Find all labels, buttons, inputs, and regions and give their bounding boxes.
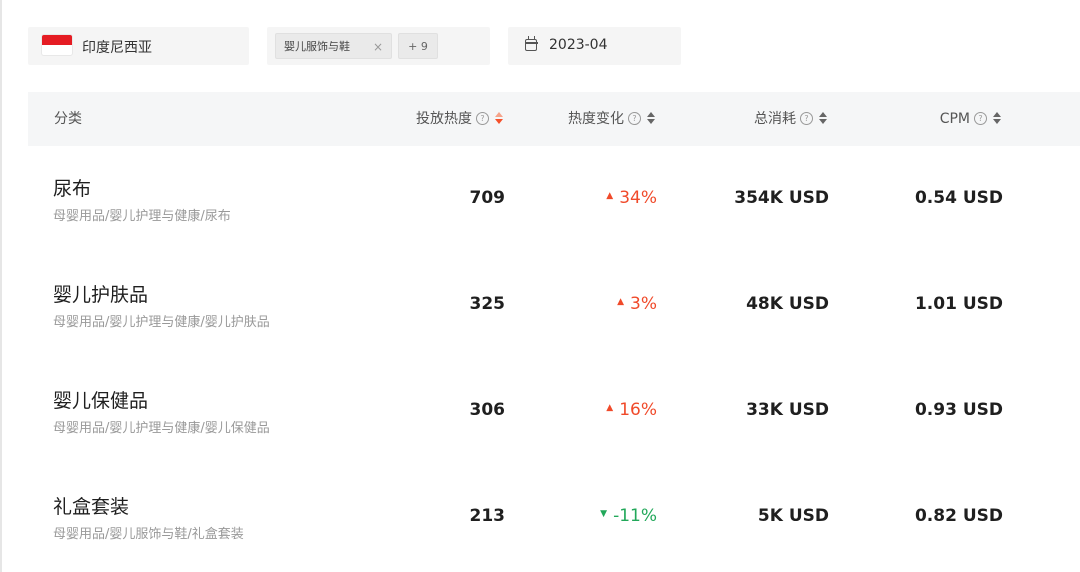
category-name: 礼盒套装 [53,496,130,518]
category-tag-label: 婴儿服饰与鞋 [284,40,350,53]
left-border [0,0,2,572]
category-path: 母婴用品/婴儿护理与健康/婴儿保健品 [53,421,270,436]
more-tags-badge[interactable]: + 9 [398,33,438,59]
change-value: ▲ 34% [606,188,657,208]
header-hotness[interactable]: 投放热度? [416,92,503,146]
header-total-cost-label: 总消耗 [754,111,796,127]
hotness-value: 306 [469,400,506,420]
category-name: 尿布 [53,178,92,200]
sort-icon[interactable] [647,112,655,124]
header-change[interactable]: 热度变化? [568,92,655,146]
category-path: 母婴用品/婴儿护理与健康/尿布 [53,209,231,224]
change-value: ▲ 16% [606,400,657,420]
change-text: 3% [630,294,657,314]
cpm-value: 0.82 USD [914,506,1003,526]
header-total-cost[interactable]: 总消耗? [754,92,827,146]
total-cost-value: 5K USD [757,506,829,526]
indonesia-flag-icon [42,35,72,55]
hotness-value: 213 [469,506,506,526]
category-select[interactable]: 婴儿服饰与鞋 × + 9 [267,27,490,65]
header-hotness-label: 投放热度 [416,111,472,127]
trend-up-icon: ▲ [606,403,614,413]
trend-up-icon: ▲ [617,297,625,307]
header-change-label: 热度变化 [568,111,624,127]
table-row[interactable]: 婴儿保健品 母婴用品/婴儿护理与健康/婴儿保健品 306 ▲ 16% 33K US… [28,358,1080,464]
total-cost-value: 354K USD [734,188,829,208]
total-cost-value: 48K USD [746,294,829,314]
table-header: 分类 投放热度? 热度变化? 总消耗? CPM? [28,92,1080,146]
change-text: -11% [613,506,657,526]
category-tag: 婴儿服饰与鞋 × [275,33,392,59]
help-icon[interactable]: ? [800,111,813,125]
cpm-value: 0.54 USD [914,188,1003,208]
date-picker[interactable]: 2023-04 [508,27,681,65]
calendar-icon [524,36,538,51]
table-row[interactable]: 婴儿护肤品 母婴用品/婴儿护理与健康/婴儿护肤品 325 ▲ 3% 48K USD… [28,252,1080,358]
country-select[interactable]: 印度尼西亚 [28,27,249,65]
tag-close-icon[interactable]: × [372,40,383,54]
change-value: ▼ -11% [600,506,657,526]
change-text: 16% [619,400,657,420]
cpm-value: 0.93 USD [914,400,1003,420]
help-icon[interactable]: ? [476,111,489,125]
sort-icon[interactable] [819,112,827,124]
header-category: 分类 [54,111,82,127]
country-label: 印度尼西亚 [82,40,152,56]
header-cpm[interactable]: CPM? [940,92,1001,146]
sort-icon[interactable] [993,112,1001,124]
category-path: 母婴用品/婴儿服饰与鞋/礼盒套装 [53,527,244,542]
category-name: 婴儿保健品 [53,390,149,412]
hotness-value: 325 [469,294,506,314]
sort-icon[interactable] [495,112,503,124]
table-row[interactable]: 礼盒套装 母婴用品/婴儿服饰与鞋/礼盒套装 213 ▼ -11% 5K USD 0… [28,464,1080,570]
table-row[interactable]: 尿布 母婴用品/婴儿护理与健康/尿布 709 ▲ 34% 354K USD 0.5… [28,146,1080,252]
trend-up-icon: ▲ [606,191,614,201]
cpm-value: 1.01 USD [914,294,1003,314]
date-value: 2023-04 [549,37,608,53]
trend-down-icon: ▼ [600,509,608,519]
help-icon[interactable]: ? [974,111,987,125]
change-value: ▲ 3% [617,294,657,314]
category-name: 婴儿护肤品 [53,284,149,306]
category-path: 母婴用品/婴儿护理与健康/婴儿护肤品 [53,315,270,330]
change-text: 34% [619,188,657,208]
total-cost-value: 33K USD [746,400,829,420]
hotness-value: 709 [469,188,506,208]
header-cpm-label: CPM [939,111,970,127]
help-icon[interactable]: ? [628,111,641,125]
